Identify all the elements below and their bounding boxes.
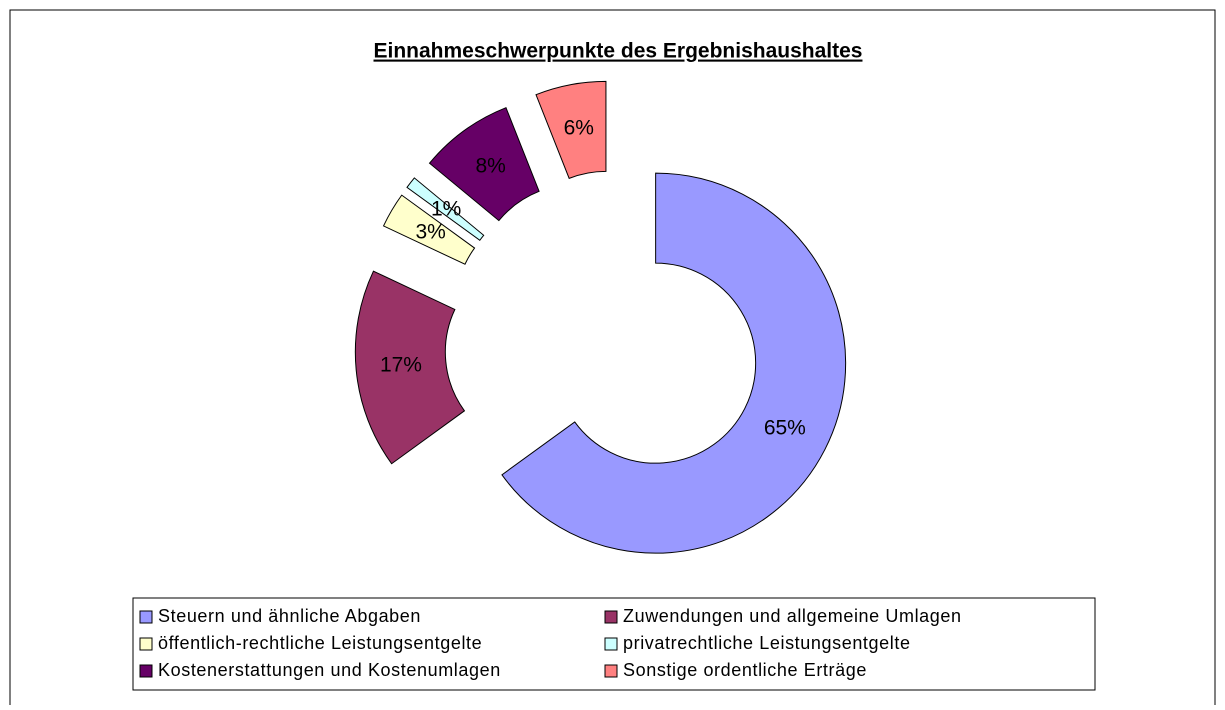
legend-swatch bbox=[604, 610, 618, 624]
donut-slice bbox=[406, 177, 485, 241]
legend-label: privatrechtliche Leistungsentgelte bbox=[623, 633, 911, 653]
donut-slice bbox=[428, 107, 540, 222]
data-label: 1% bbox=[431, 198, 461, 221]
data-label: 3% bbox=[415, 221, 445, 244]
chart-title: Einnahmeschwerpunkte des Ergebnishaushal… bbox=[374, 40, 863, 63]
donut-slice bbox=[354, 270, 466, 465]
donut-slice bbox=[535, 80, 607, 179]
legend-swatch bbox=[139, 664, 153, 678]
data-label: 6% bbox=[564, 116, 594, 139]
donut-slice bbox=[501, 172, 847, 554]
legend-label: Steuern und ähnliche Abgaben bbox=[158, 606, 421, 626]
data-label: 17% bbox=[380, 353, 422, 376]
legend-swatch bbox=[604, 637, 618, 651]
legend-swatch bbox=[139, 610, 153, 624]
chart-frame bbox=[9, 9, 1216, 710]
legend-label: Kostenerstattungen und Kostenumlagen bbox=[158, 660, 501, 680]
legend-label: Zuwendungen und allgemeine Umlagen bbox=[623, 606, 962, 626]
data-label: 65% bbox=[764, 417, 806, 440]
donut-slice bbox=[382, 194, 476, 265]
legend-swatch bbox=[139, 637, 153, 651]
legend-swatch bbox=[604, 664, 618, 678]
data-label: 8% bbox=[476, 155, 506, 178]
legend-label: öffentlich-rechtliche Leistungsentgelte bbox=[158, 633, 482, 653]
legend-label: Sonstige ordentliche Erträge bbox=[623, 660, 867, 680]
